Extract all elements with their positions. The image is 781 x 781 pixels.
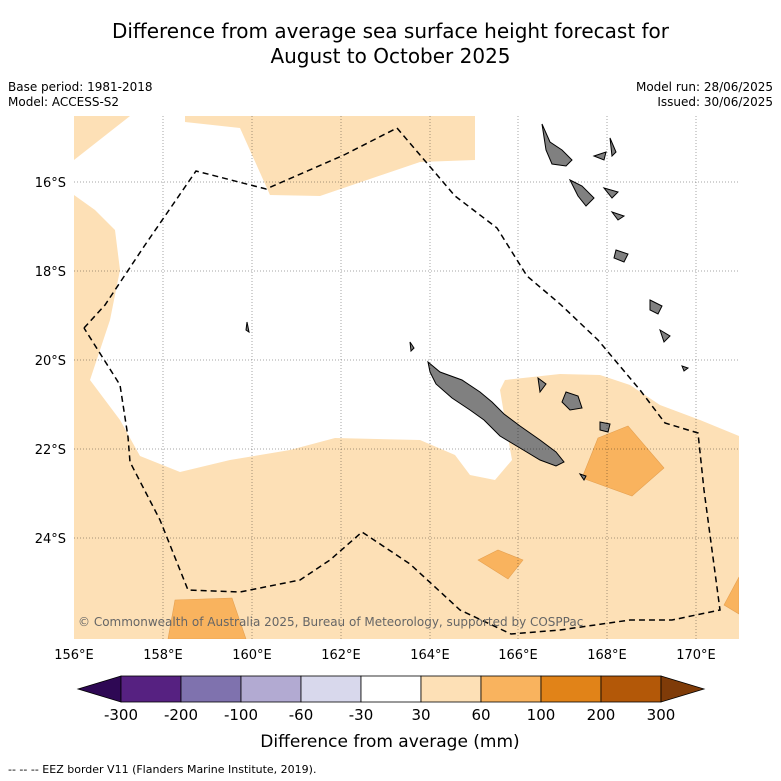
land — [245, 123, 690, 481]
colorbar-label: Difference from average (mm) — [260, 732, 519, 752]
vanuatu-epi — [602, 187, 619, 199]
colorbar-tick-label: 30 — [411, 706, 430, 724]
lon-label: 156°E — [54, 648, 94, 663]
title-line-1: Difference from average sea surface heig… — [111, 19, 670, 43]
longitude-labels: 156°E 158°E 160°E 162°E 164°E 166°E 168°E 170°E — [54, 648, 716, 663]
loyalty-lifou — [561, 391, 583, 411]
graticule — [74, 116, 739, 639]
colorbar-tick-label: 300 — [647, 706, 676, 724]
vanuatu-erromango — [613, 249, 629, 263]
lon-label: 168°E — [587, 648, 627, 663]
vanuatu-aneityum — [659, 328, 671, 343]
small-island-2 — [409, 341, 415, 353]
colorbar-tick-label: -100 — [224, 706, 258, 724]
lon-label: 162°E — [321, 648, 361, 663]
new-caledonia-main-island — [427, 360, 565, 467]
anomaly-60-100-patch-south — [477, 549, 524, 580]
colorbar-segment — [240, 675, 302, 703]
vanuatu-tanna — [649, 299, 663, 315]
anomaly-neutral-region — [74, 116, 739, 480]
lon-label: 160°E — [232, 648, 272, 663]
lat-label: 24°S — [35, 532, 66, 547]
lon-label: 166°E — [498, 648, 538, 663]
vanuatu-pentecost — [609, 137, 617, 158]
colorbar-tick-label: 60 — [471, 706, 490, 724]
colorbar-tick-label: 100 — [527, 706, 556, 724]
colorbar-tick-label: -30 — [349, 706, 374, 724]
meta-left: Base period: 1981-2018 Model: ACCESS-S2 — [8, 80, 153, 110]
lat-label: 16°S — [35, 176, 66, 191]
latitude-labels: 16°S 18°S 20°S 22°S 24°S — [35, 176, 66, 547]
colorbar-segment — [360, 675, 422, 703]
colorbar-segment — [180, 675, 242, 703]
eez-legend-footer: -- -- -- EEZ border V11 (Flanders Marine… — [8, 763, 317, 776]
isle-of-pines — [578, 473, 587, 481]
anomaly-60-100-patch-southwest — [167, 597, 247, 639]
loyalty-ouvea — [537, 376, 547, 394]
map-panel: © Commonwealth of Australia 2025, Bureau… — [74, 116, 739, 639]
colorbar-extend-low — [76, 675, 122, 703]
small-island-1 — [681, 365, 690, 372]
small-island-3 — [245, 321, 250, 334]
lat-label: 20°S — [35, 354, 66, 369]
colorbar — [76, 675, 706, 703]
colorbar-tick-label: -60 — [289, 706, 314, 724]
meta-right: Model run: 28/06/2025 Issued: 30/06/2025 — [636, 80, 773, 110]
vanuatu-ambae — [592, 151, 607, 161]
colorbar-segment — [600, 675, 662, 703]
colorbar-tick-label: 200 — [587, 706, 616, 724]
lon-label: 158°E — [143, 648, 183, 663]
colorbar-tick-label: -300 — [104, 706, 138, 724]
title-line-2: August to October 2025 — [270, 44, 511, 68]
anomaly-60-100-patch-east — [581, 425, 665, 497]
colorbar-tick-label: -200 — [164, 706, 198, 724]
colorbar-segment — [120, 675, 182, 703]
copyright-text: © Commonwealth of Australia 2025, Bureau… — [78, 615, 583, 629]
vanuatu-espiritu-santo — [541, 123, 573, 167]
lat-label: 22°S — [35, 443, 66, 458]
map-title: Difference from average sea surface heig… — [0, 19, 781, 69]
anomaly-60-100-patch-southeast — [723, 576, 739, 615]
model-run: Model run: 28/06/2025 — [635, 80, 773, 94]
colorbar-segment — [420, 675, 482, 703]
vanuatu-efate — [610, 211, 626, 221]
colorbar-extend-high — [660, 675, 706, 703]
colorbar-segment — [300, 675, 362, 703]
base-period: Base period: 1981-2018 — [8, 80, 153, 94]
issued-date: Issued: 30/06/2025 — [657, 95, 773, 109]
colorbar-tick-labels: -300 -200 -100 -60 -30 30 60 100 200 300 — [104, 706, 675, 724]
eez-border — [83, 127, 721, 635]
lat-label: 18°S — [35, 265, 66, 280]
lon-label: 170°E — [676, 648, 716, 663]
lon-label: 164°E — [410, 648, 450, 663]
model-name: Model: ACCESS-S2 — [8, 95, 120, 109]
colorbar-segment — [540, 675, 602, 703]
loyalty-mare — [599, 421, 611, 433]
vanuatu-malekula — [568, 178, 595, 207]
colorbar-segment — [480, 675, 542, 703]
